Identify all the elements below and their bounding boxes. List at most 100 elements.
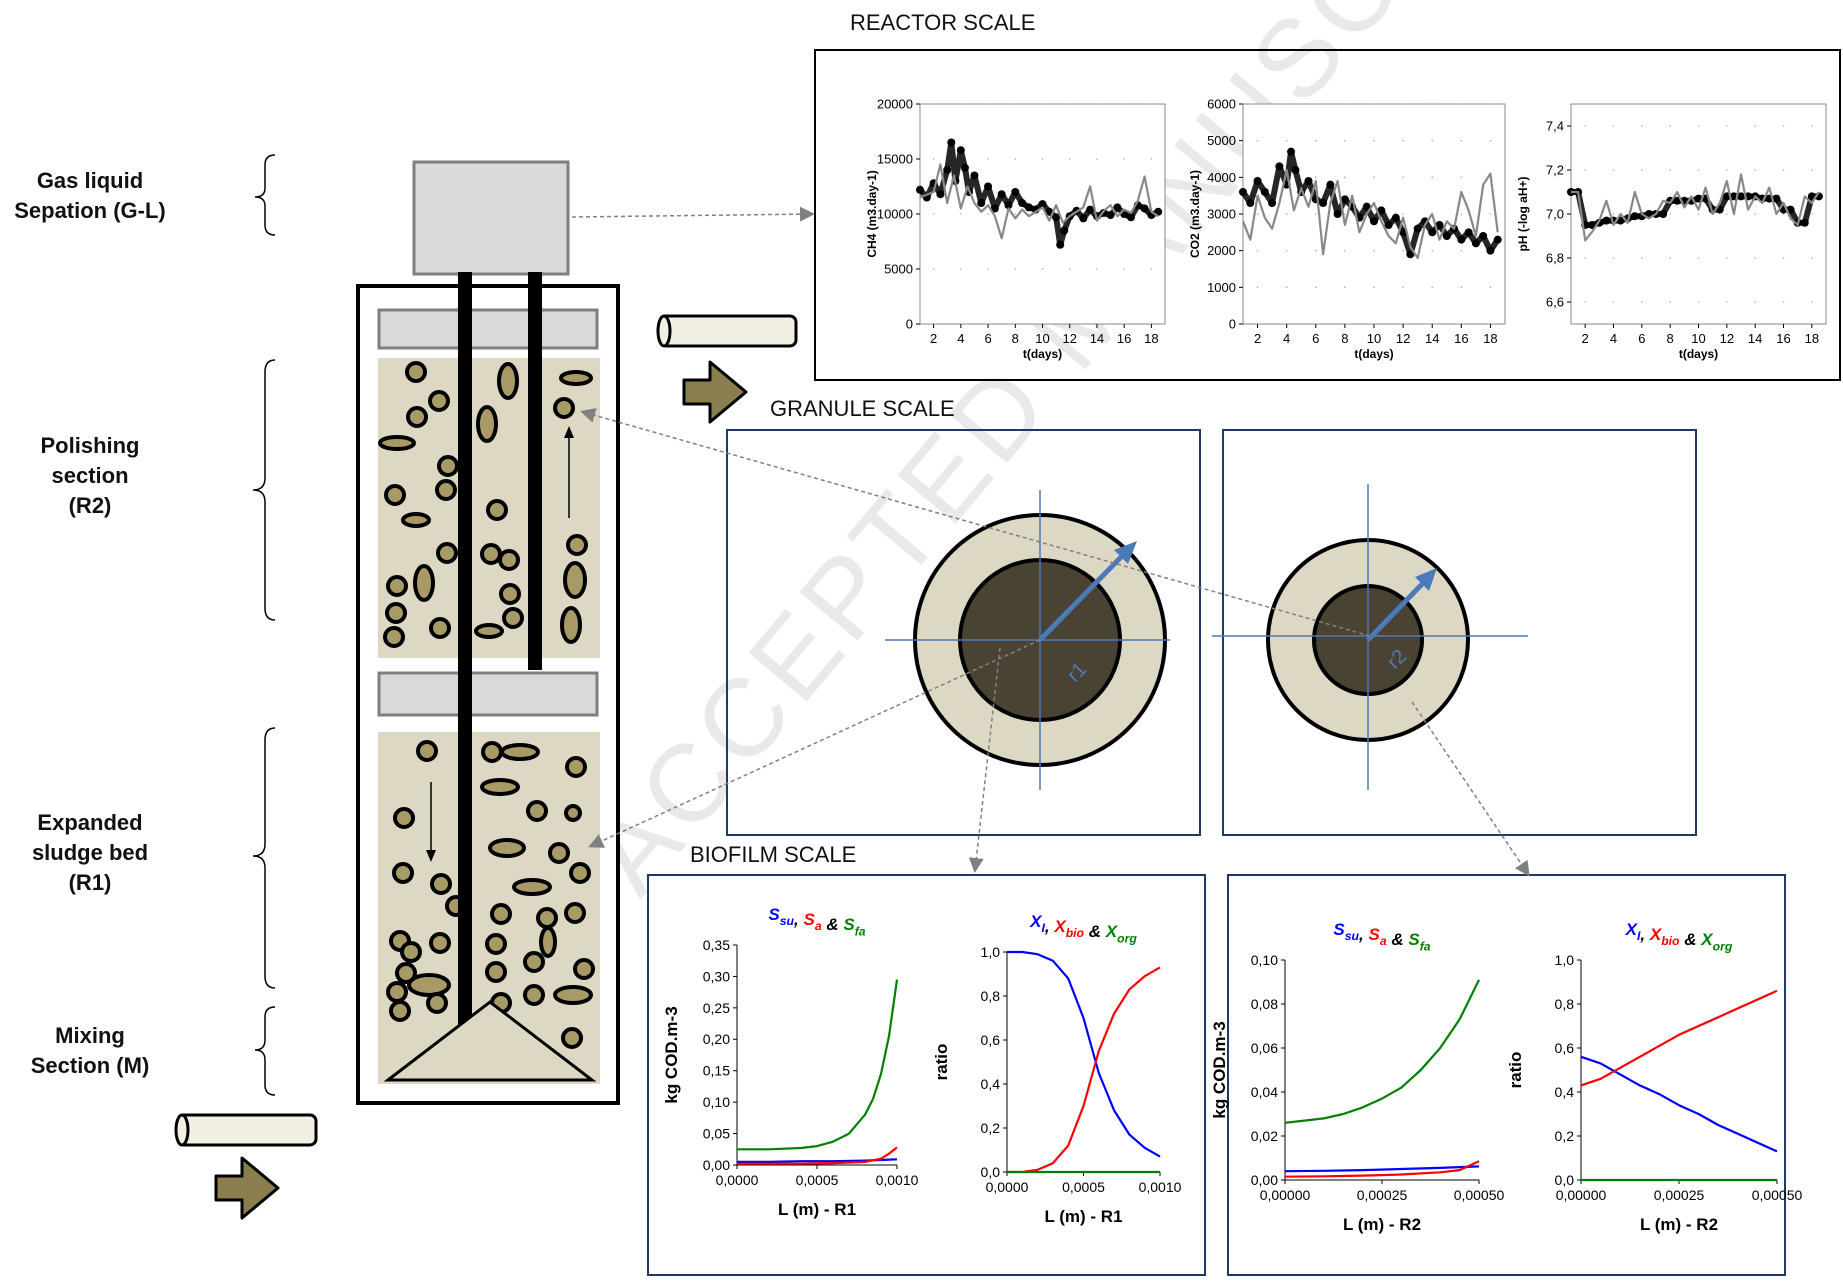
- grid-dot: [1697, 213, 1700, 215]
- connector-r1-granule: [588, 639, 1041, 848]
- label-braces: [252, 154, 276, 1096]
- grid-dot: [1612, 169, 1615, 171]
- sludge-particle: [573, 958, 595, 980]
- grid-dot: [1782, 257, 1785, 259]
- grid-dot: [1344, 139, 1346, 142]
- y-tick-label: 5000: [1207, 133, 1236, 148]
- sludge-particle: [500, 743, 540, 761]
- grid-dot: [1460, 213, 1463, 215]
- grid-dot: [1314, 176, 1317, 179]
- grid-dot: [1754, 213, 1756, 215]
- grid-dot: [1314, 213, 1317, 215]
- chart-co2: 0 1000 2000 3000 4000 5000 6000 2 4 6 8 10 12 14 16 18 t…: [1188, 97, 1506, 361]
- y-tick-label: 1,0: [1555, 952, 1575, 968]
- grid-dot: [1782, 125, 1785, 127]
- chart-title-part-sub: I: [1041, 921, 1045, 935]
- y-tick-label: 0,30: [703, 968, 730, 984]
- y-tick-label: 20000: [877, 97, 913, 112]
- sludge-particle: [486, 499, 508, 521]
- grid-dot: [1068, 103, 1071, 105]
- grid-dot: [932, 158, 935, 160]
- grid-dot: [1256, 103, 1259, 105]
- label-gas-liquid: Gas liquid Sepation (G-L): [0, 166, 180, 226]
- grid-dot: [1096, 103, 1098, 105]
- x-tick-label: 12: [1396, 331, 1410, 346]
- series-line: [1571, 173, 1820, 242]
- grid-dot: [1641, 301, 1643, 303]
- y-tick-label: 0,6: [1555, 1040, 1575, 1056]
- grid-dot: [1612, 125, 1615, 127]
- y-tick-label: 15000: [877, 152, 913, 167]
- grid-dot: [1123, 103, 1125, 105]
- connector-gl-to-reactor: [571, 206, 815, 222]
- x-tick-label: 0,00000: [1556, 1187, 1607, 1203]
- sludge-particle: [485, 961, 507, 983]
- sludge-particle: [436, 542, 458, 564]
- y-tick-label: 0,20: [703, 1031, 730, 1047]
- sludge-particle: [476, 405, 498, 443]
- grid-dot: [1373, 249, 1375, 252]
- grid-dot: [1344, 103, 1346, 105]
- grid-dot: [1489, 103, 1492, 105]
- sludge-particle: [401, 512, 431, 528]
- chart-title-part: X: [1029, 912, 1043, 931]
- chart-title: Ssu, Sa & Sfa: [1333, 920, 1430, 953]
- grid-dot: [1811, 125, 1813, 127]
- y-axis-label: ratio: [1506, 1052, 1525, 1089]
- label-expanded: Expanded sludge bed (R1): [0, 808, 180, 898]
- grid-dot: [1373, 103, 1375, 105]
- granule-r2: r2: [1212, 484, 1528, 790]
- x-tick-label: 2: [1254, 331, 1261, 346]
- mixing-cone: [383, 1000, 597, 1082]
- chart-title-part: S: [1368, 925, 1380, 944]
- x-tick-label: 18: [1805, 331, 1819, 346]
- connector-r2-biofilm: [1411, 701, 1530, 877]
- grid-dot: [1754, 169, 1756, 171]
- sludge-particle: [430, 873, 452, 895]
- sludge-particle: [523, 951, 545, 973]
- label-expanded-line2: sludge bed: [31, 840, 149, 865]
- grid-dot: [1697, 257, 1700, 259]
- chart-title-part-sub: bio: [1066, 926, 1085, 940]
- x-tick-label: 0,0005: [1062, 1179, 1105, 1195]
- x-tick-label: 0,00025: [1654, 1187, 1705, 1203]
- label-mixing-line1: Mixing: [55, 1023, 125, 1048]
- biofilm-r2-frame: [1227, 874, 1786, 1276]
- mid-separator-plate: [377, 671, 599, 717]
- sludge-particle: [485, 933, 507, 955]
- granule-scale-title: GRANULE SCALE: [770, 396, 955, 421]
- sludge-particle: [400, 941, 422, 963]
- sludge-particle: [526, 800, 548, 822]
- x-tick-label: 14: [1425, 331, 1439, 346]
- grid-dot: [960, 103, 962, 105]
- top-separator-plate: [377, 308, 599, 350]
- data-band: [917, 139, 1160, 248]
- label-expanded-line3: (R1): [68, 870, 112, 895]
- grid-dot: [1754, 125, 1756, 127]
- effluent-arrow-icon: [682, 360, 748, 424]
- chart-title-part: &: [1387, 930, 1409, 949]
- chart-r2_biomass: 0,0 0,2 0,4 0,6 0,8 1,0 0,00000 0,00025 0,00050 L…: [1506, 920, 1803, 1234]
- y-axis-label: kg COD.m-3: [662, 1006, 681, 1103]
- x-axis-label: L (m) - R2: [1343, 1215, 1421, 1234]
- grid-dot: [1431, 176, 1434, 179]
- y-tick-label: 0,10: [1251, 952, 1278, 968]
- grid-dot: [1123, 158, 1125, 160]
- grid-dot: [1726, 169, 1728, 171]
- y-tick-label: 0,0: [981, 1164, 1001, 1180]
- y-tick-label: 1000: [1207, 280, 1236, 295]
- x-axis-label: L (m) - R2: [1640, 1215, 1718, 1234]
- label-gas-liquid-line1: Gas liquid: [36, 168, 144, 193]
- sludge-particle: [428, 390, 450, 412]
- grid-dot: [1402, 176, 1404, 179]
- sludge-particle: [498, 549, 520, 571]
- y-tick-label: 0,35: [703, 937, 730, 953]
- y-tick-label: 0,15: [703, 1063, 730, 1079]
- y-tick-label: 0,25: [703, 1000, 730, 1016]
- gl-separator-box: [412, 160, 570, 276]
- chart-r2_substrates: 0,00 0,02 0,04 0,06 0,08 0,10 0,00000 0,00025 0,…: [1210, 920, 1505, 1234]
- sludge-particle: [564, 902, 586, 924]
- x-tick-label: 0,0010: [1139, 1179, 1182, 1195]
- y-tick-label: 0,4: [1555, 1084, 1575, 1100]
